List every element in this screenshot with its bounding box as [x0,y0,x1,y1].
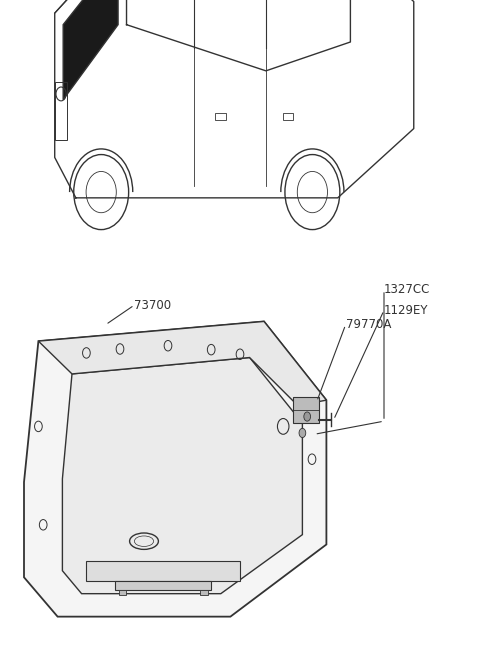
Bar [283,113,293,120]
Text: 1129EY: 1129EY [384,304,429,317]
Bar [293,397,319,423]
Text: 79770A: 79770A [346,318,391,331]
Text: 1327CC: 1327CC [384,283,431,297]
Bar [55,83,67,140]
Bar [215,113,226,120]
Polygon shape [38,321,326,405]
Polygon shape [115,581,211,590]
Circle shape [304,412,311,421]
Bar [200,590,208,595]
Polygon shape [63,0,118,100]
Text: 73700: 73700 [134,298,171,312]
Bar [119,590,126,595]
Circle shape [299,428,306,438]
Polygon shape [62,358,302,594]
Polygon shape [24,321,326,617]
Polygon shape [86,561,240,581]
